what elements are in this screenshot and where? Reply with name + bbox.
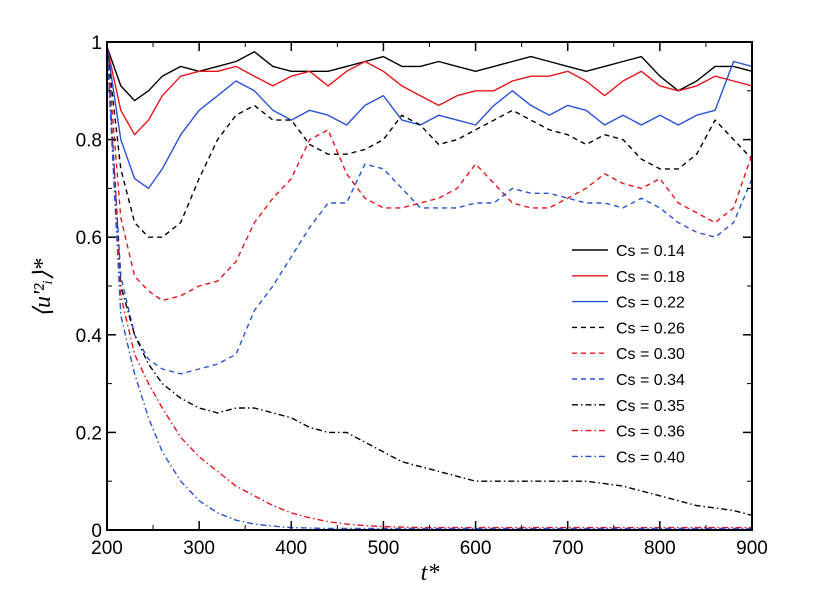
series-line-9 [106,46,752,530]
series-line-7 [106,46,753,517]
legend-label-8: Cs = 0.36 [616,424,685,441]
legend-label-4: Cs = 0.26 [616,320,685,337]
series-line-4 [106,46,753,238]
legend-label-6: Cs = 0.34 [616,372,685,389]
series-line-5 [106,46,753,302]
series-line-1 [106,46,753,102]
series-line-2 [106,46,753,136]
x-tick-label: 900 [736,538,768,559]
series-line-6 [106,46,753,375]
y-tick-label: 0.4 [76,326,103,347]
legend-label-5: Cs = 0.30 [616,346,685,363]
legend-label-7: Cs = 0.35 [616,398,685,415]
legend: Cs = 0.14 Cs = 0.18 Cs = 0.22 Cs = 0.26 Cs =… [572,243,685,466]
series-line-8 [106,46,752,529]
legend-label-1: Cs = 0.14 [616,243,685,260]
x-tick-label: 800 [644,538,676,559]
y-tick-label: 0.6 [76,228,102,249]
series-layer [106,46,753,530]
x-axis-label: t* [421,560,440,586]
y-tick-label: 0.8 [76,131,102,152]
y-tick-label: 1 [91,33,102,54]
x-tick-label: 600 [460,538,492,559]
x-tick-label: 700 [552,538,584,559]
y-tick-label: 0 [91,521,102,542]
legend-label-9: Cs = 0.40 [616,449,685,466]
ticks-layer: 200 300 400 500 600 700 800 900 0 0.2 0.4 0.6 0.8 1 [76,33,768,559]
y-axis-label: ⟨u'²ᵢ⟩* [30,259,56,318]
y-tick-label: 0.2 [76,423,102,444]
legend-label-2: Cs = 0.18 [616,269,685,286]
x-tick-label: 500 [368,538,400,559]
legend-label-3: Cs = 0.22 [616,295,685,312]
x-tick-label: 300 [183,538,215,559]
x-tick-label: 400 [275,538,307,559]
x-tick-label: 200 [91,538,123,559]
series-line-3 [106,46,753,190]
